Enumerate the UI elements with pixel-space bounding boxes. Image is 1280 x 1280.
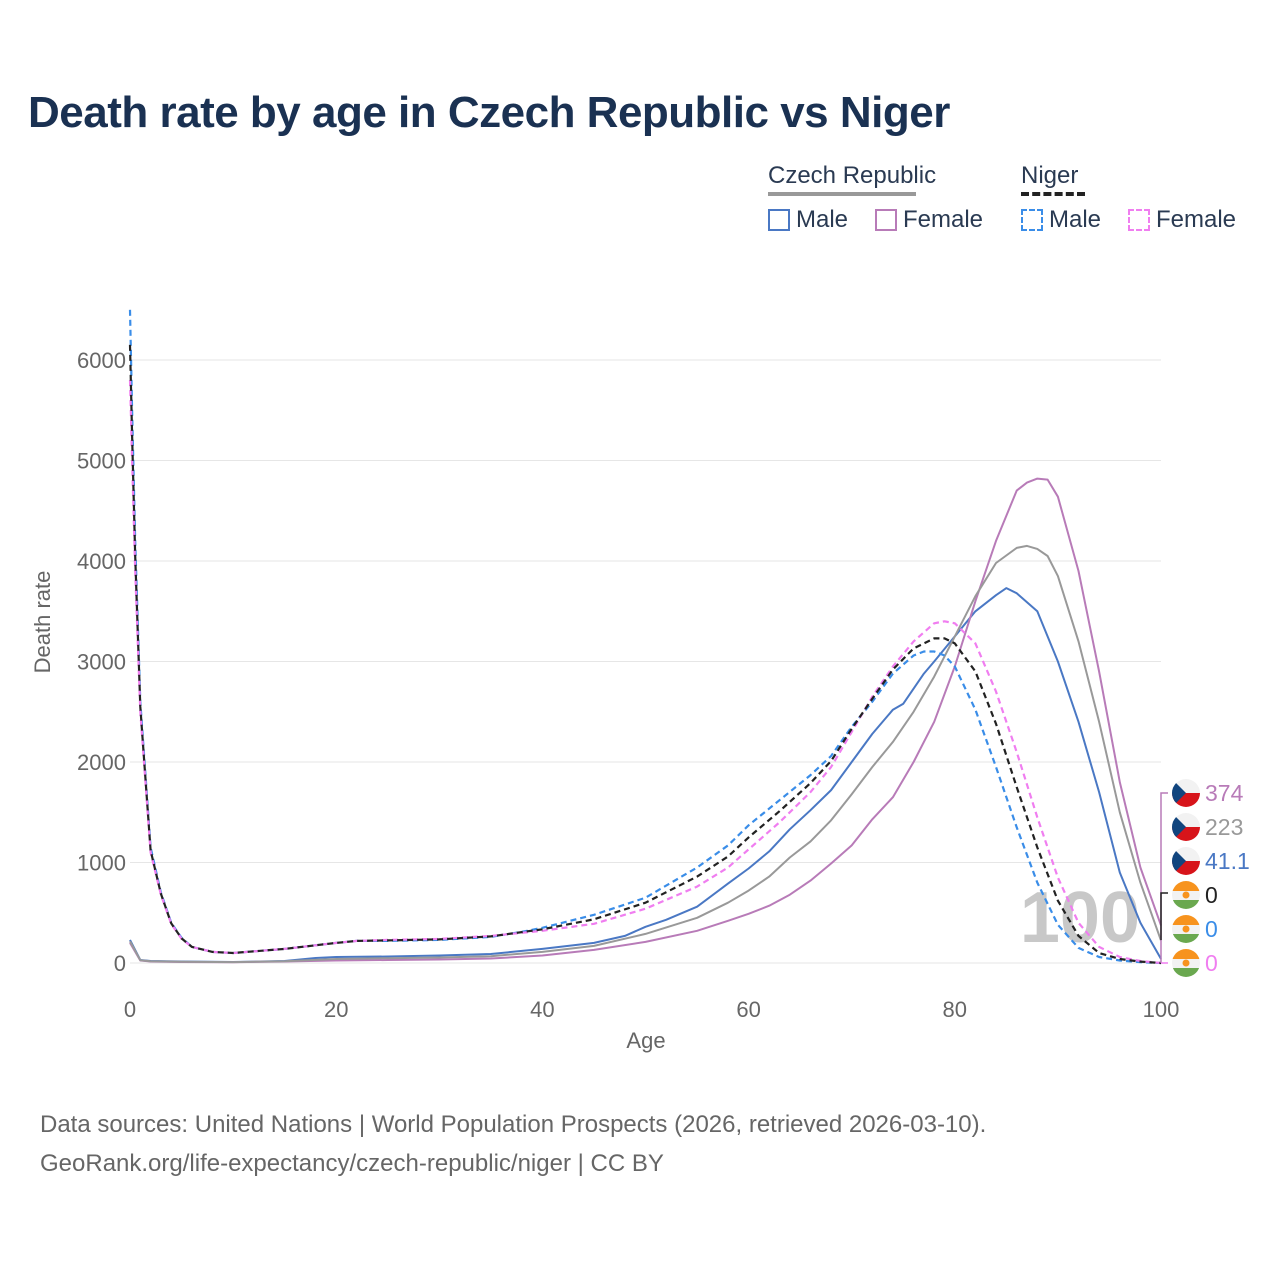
age-watermark: 100 bbox=[1020, 878, 1140, 958]
end-label-item: 41.1 bbox=[1172, 847, 1250, 875]
y-tick-label: 6000 bbox=[77, 348, 126, 373]
end-label-value: 41.1 bbox=[1205, 848, 1250, 874]
chart-title: Death rate by age in Czech Republic vs N… bbox=[28, 88, 950, 137]
legend-item-niger-female[interactable]: Female bbox=[1128, 206, 1236, 234]
series-line-niger-male[interactable] bbox=[128, 309, 1162, 965]
series-line-czech-republic-female[interactable] bbox=[129, 477, 1162, 964]
legend-item-czech-female[interactable]: Female bbox=[875, 206, 983, 234]
end-label-value: 0 bbox=[1205, 882, 1218, 908]
x-axis-ticks: 0 20 40 60 80 100 bbox=[124, 997, 1179, 1022]
legend-group-czech-label[interactable]: Czech Republic bbox=[768, 162, 937, 189]
y-tick-label: 0 bbox=[114, 951, 126, 976]
legend-label-czech-female: Female bbox=[903, 206, 984, 233]
series-line-niger-female[interactable] bbox=[128, 380, 1162, 965]
y-tick-label: 2000 bbox=[77, 750, 126, 775]
legend-label-czech-male: Male bbox=[796, 206, 849, 233]
legend-swatch-niger-male bbox=[1021, 209, 1043, 231]
end-labels: 374 223 41.1 0 0 0 bbox=[1160, 779, 1250, 977]
y-tick-label: 1000 bbox=[77, 851, 126, 876]
end-label-item: 0 bbox=[1172, 949, 1218, 977]
x-tick-label: 40 bbox=[530, 997, 554, 1022]
legend-item-niger-male[interactable]: Male bbox=[1021, 206, 1101, 234]
x-tick-label: 80 bbox=[943, 997, 967, 1022]
niger-flag-icon bbox=[1172, 949, 1200, 977]
footer-sources: Data sources: United Nations | World Pop… bbox=[40, 1111, 987, 1138]
y-axis-ticks: 0 1000 2000 3000 4000 5000 6000 bbox=[77, 348, 126, 976]
legend-group-niger-label[interactable]: Niger bbox=[1021, 162, 1079, 189]
end-label-connector-niger bbox=[1160, 892, 1168, 940]
end-label-item: 0 bbox=[1172, 915, 1218, 943]
x-tick-label: 60 bbox=[736, 997, 760, 1022]
niger-flag-icon bbox=[1172, 881, 1200, 909]
end-label-item: 374 bbox=[1172, 779, 1244, 807]
end-label-item: 0 bbox=[1172, 881, 1218, 909]
x-tick-label: 20 bbox=[324, 997, 348, 1022]
y-axis-label: Death rate bbox=[30, 571, 55, 674]
series-line-niger-total[interactable] bbox=[128, 344, 1162, 965]
gridlines bbox=[130, 359, 1161, 964]
legend-item-czech-male[interactable]: Male bbox=[768, 206, 848, 234]
x-axis-label: Age bbox=[626, 1028, 665, 1053]
legend-swatch-czech-female bbox=[875, 209, 897, 231]
end-label-value: 0 bbox=[1205, 916, 1218, 942]
end-label-value: 223 bbox=[1205, 814, 1243, 840]
end-label-connector-female bbox=[1160, 792, 1168, 963]
end-label-item: 223 bbox=[1172, 813, 1243, 841]
y-tick-label: 5000 bbox=[77, 449, 126, 474]
series-lines bbox=[128, 309, 1162, 965]
y-tick-label: 4000 bbox=[77, 549, 126, 574]
legend-group-niger-underline bbox=[1021, 192, 1085, 196]
legend-group-czech-underline bbox=[768, 192, 916, 196]
series-line-czech-republic-total[interactable] bbox=[129, 544, 1162, 964]
series-line-czech-republic-male[interactable] bbox=[129, 587, 1162, 963]
legend-swatch-czech-male bbox=[768, 209, 790, 231]
legend-label-niger-male: Male bbox=[1049, 206, 1102, 233]
end-label-value: 374 bbox=[1205, 780, 1244, 806]
legend-label-niger-female: Female bbox=[1156, 206, 1237, 233]
czech-flag-icon bbox=[1172, 813, 1200, 841]
end-label-value: 0 bbox=[1205, 950, 1218, 976]
x-tick-label: 0 bbox=[124, 997, 136, 1022]
y-tick-label: 3000 bbox=[77, 650, 126, 675]
x-tick-label: 100 bbox=[1143, 997, 1180, 1022]
czech-flag-icon bbox=[1172, 847, 1200, 875]
footer-url[interactable]: GeoRank.org/life-expectancy/czech-republ… bbox=[40, 1150, 664, 1177]
legend: Czech Republic Male Female Niger Male Fe… bbox=[0, 160, 1280, 250]
czech-flag-icon bbox=[1172, 779, 1200, 807]
legend-swatch-niger-female bbox=[1128, 209, 1150, 231]
niger-flag-icon bbox=[1172, 915, 1200, 943]
footer: Data sources: United Nations | World Pop… bbox=[40, 1105, 986, 1183]
